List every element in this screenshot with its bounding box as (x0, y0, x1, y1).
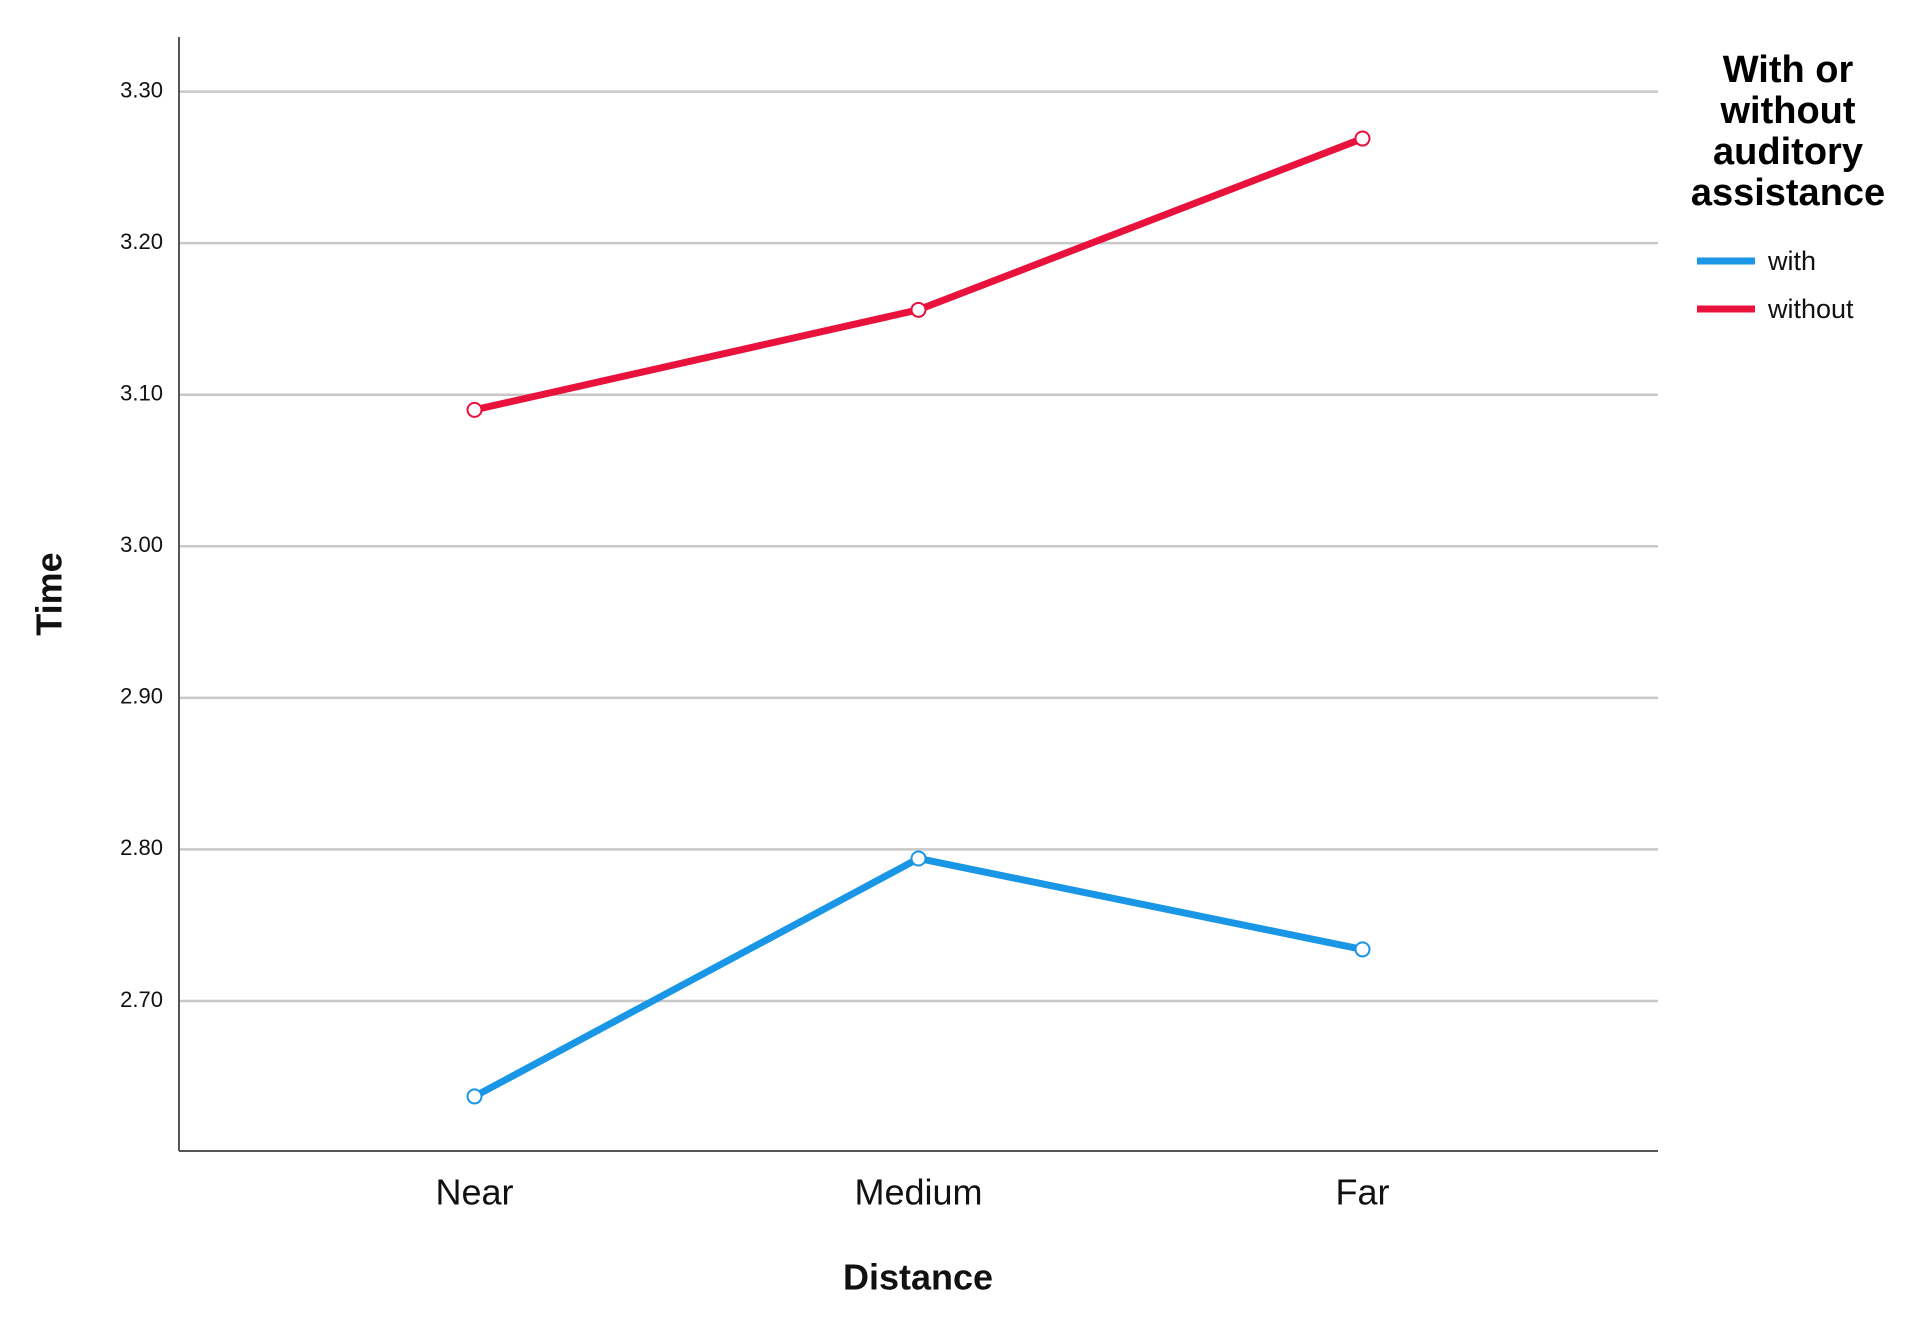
x-tick-label: Medium (854, 1172, 982, 1213)
legend-label: without (1767, 294, 1854, 324)
point (910, 301, 927, 318)
y-axis-title: Time (29, 552, 70, 635)
y-tick-label: 2.70 (120, 987, 163, 1012)
y-tick-label: 3.20 (120, 229, 163, 254)
x-axis-title: Distance (843, 1257, 993, 1298)
y-tick-label: 2.90 (120, 684, 163, 709)
point (910, 850, 927, 867)
x-tick-label: Near (435, 1172, 513, 1213)
y-tick-label: 3.30 (120, 77, 163, 102)
point (1354, 941, 1371, 958)
y-tick-label: 3.00 (120, 532, 163, 557)
x-tick-label: Far (1336, 1172, 1390, 1213)
point (466, 401, 483, 418)
series-line (473, 135, 1364, 414)
series-line (472, 854, 1364, 1100)
point (1354, 130, 1371, 147)
legend-label: with (1767, 246, 1816, 276)
y-tick-label: 2.80 (120, 835, 163, 860)
legend-title: With or without auditory assistance (1690, 49, 1886, 214)
point (466, 1088, 483, 1105)
y-tick-label: 3.10 (120, 381, 163, 406)
